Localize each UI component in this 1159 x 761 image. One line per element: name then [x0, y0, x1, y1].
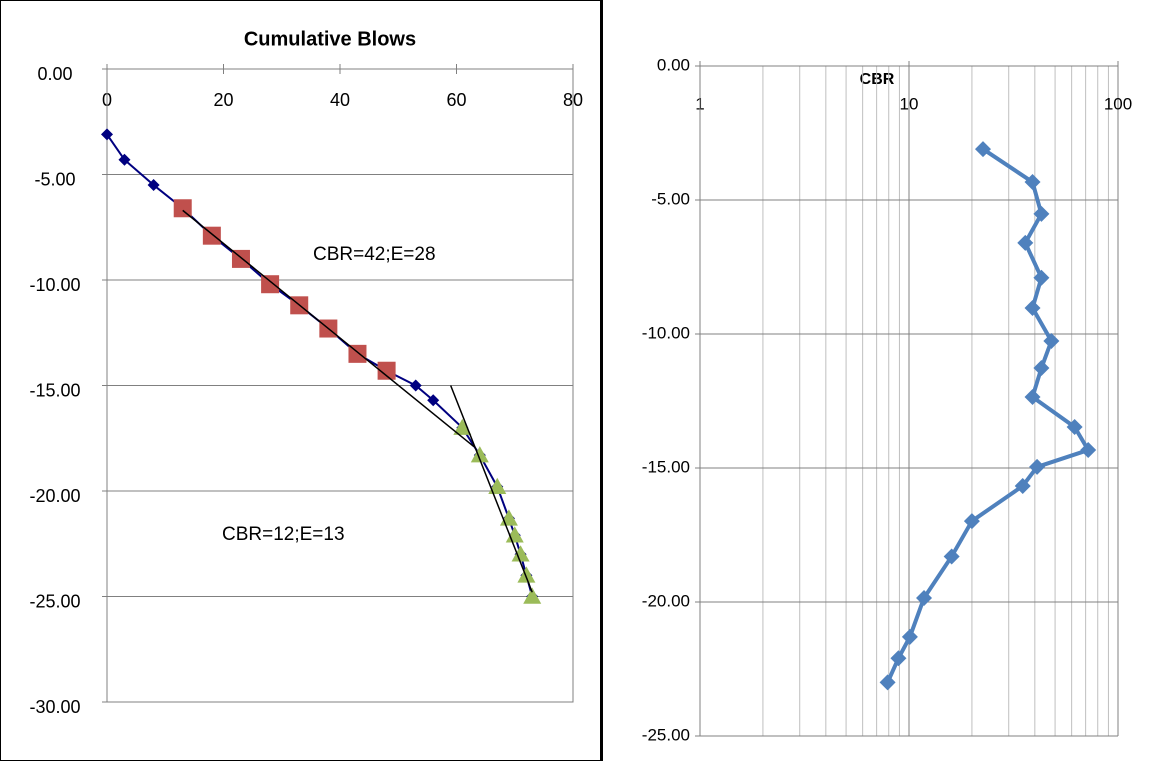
y-tick-label: -15.00: [642, 457, 690, 476]
diamond-marker: [1014, 477, 1031, 494]
x-tick-label: 60: [446, 90, 466, 110]
x-tick-label: 10: [900, 94, 919, 113]
y-tick-label: -15.00: [29, 380, 80, 400]
x-tick-label: 20: [213, 90, 233, 110]
diamond-marker: [427, 394, 440, 407]
diamond-marker: [409, 379, 422, 392]
diamond-marker: [901, 628, 918, 645]
diamond-marker: [1029, 458, 1046, 475]
triangle-marker: [488, 477, 507, 494]
diamond-marker: [1080, 442, 1097, 459]
y-tick-label: -25.00: [642, 725, 690, 744]
y-tick-label: -5.00: [651, 189, 690, 208]
y-tick-label: -30.00: [29, 697, 80, 717]
diamond-marker: [1024, 174, 1041, 191]
annotation: CBR=12;E=13: [222, 524, 345, 545]
chart-title: CBR: [860, 71, 895, 88]
square-marker: [377, 361, 396, 380]
trendline: [449, 385, 533, 593]
annotation: CBR=42;E=28: [313, 244, 436, 265]
y-tick-label: -20.00: [642, 591, 690, 610]
square-marker: [173, 199, 192, 218]
diamond-marker: [1033, 269, 1050, 286]
diamond-marker: [1066, 418, 1083, 435]
triangle-marker: [523, 587, 542, 604]
diamond-marker: [1017, 234, 1034, 251]
diamond-marker: [1033, 360, 1050, 377]
triangle-marker: [505, 526, 524, 543]
diamond-marker: [1024, 300, 1041, 317]
triangle-marker: [453, 418, 472, 435]
y-tick-label: -20.00: [29, 486, 80, 506]
triangle-marker: [517, 566, 536, 583]
y-tick-label: -25.00: [29, 591, 80, 611]
left-panel-frame: [0, 0, 601, 761]
diamond-marker: [879, 674, 896, 691]
y-tick-label: 0.00: [657, 55, 690, 74]
diamond-marker: [101, 128, 113, 141]
diamond-marker: [1024, 388, 1041, 405]
diamond-marker: [943, 548, 960, 565]
x-tick-label: 40: [330, 90, 350, 110]
diamond-marker: [1033, 205, 1050, 222]
diamond-marker: [963, 513, 980, 530]
chart-title: Cumulative Blows: [244, 28, 416, 50]
trendline: [182, 209, 475, 448]
diamond-marker: [118, 153, 131, 166]
diamond-marker: [916, 589, 933, 606]
y-tick-label: -10.00: [642, 323, 690, 342]
triangle-marker: [511, 545, 530, 562]
x-tick-label: 100: [1104, 94, 1132, 113]
diamond-marker: [975, 141, 992, 158]
square-marker: [261, 275, 280, 294]
diamond-marker: [147, 179, 160, 192]
y-tick-label: -10.00: [29, 275, 80, 295]
diamond-marker: [1043, 332, 1060, 349]
y-tick-label: 0.00: [37, 64, 72, 84]
diamond-marker: [890, 650, 907, 667]
triangle-marker: [470, 446, 489, 463]
y-tick-label: -5.00: [34, 169, 75, 189]
